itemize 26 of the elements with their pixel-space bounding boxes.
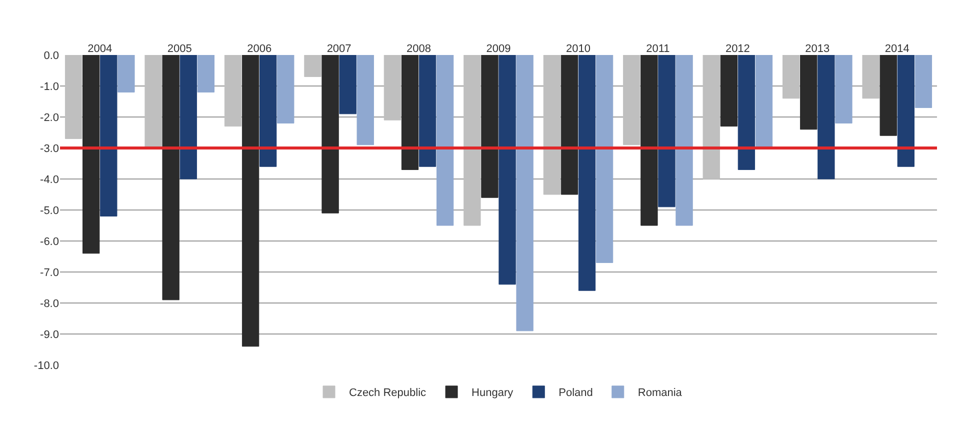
y-tick-label: -1.0: [40, 80, 59, 93]
y-tick-label: -9.0: [40, 328, 59, 341]
x-tick-label: 2007: [326, 42, 352, 55]
y-tick-label: 0.0: [44, 50, 59, 62]
x-tick-label: 2014: [884, 42, 910, 55]
x-tick-label: 2009: [486, 42, 511, 55]
legend-label: Romania: [638, 387, 683, 400]
x-tick-label: 2005: [167, 42, 192, 55]
y-tick-label: -4.0: [40, 174, 59, 186]
x-tick-label: 2011: [646, 42, 670, 55]
x-tick-label: 2008: [406, 42, 432, 55]
y-tick-label: -8.0: [40, 298, 59, 310]
x-tick-label: 2004: [88, 42, 112, 55]
y-tick-label: -3.0: [40, 142, 59, 155]
legend-label: Czech Republic: [349, 387, 427, 400]
x-tick-label: 2013: [805, 42, 830, 55]
y-tick-label: -7.0: [40, 266, 59, 279]
x-tick-label: 2010: [566, 42, 590, 55]
legend-label: Hungary: [472, 387, 514, 400]
x-tick-label: 2006: [247, 42, 272, 55]
x-tick-label: 2012: [725, 42, 750, 55]
y-tick-label: -6.0: [40, 236, 59, 248]
y-tick-label: -2.0: [40, 112, 59, 124]
y-tick-label: -10.0: [34, 360, 59, 372]
y-tick-label: -5.0: [40, 204, 59, 217]
legend-label: Poland: [558, 387, 593, 400]
